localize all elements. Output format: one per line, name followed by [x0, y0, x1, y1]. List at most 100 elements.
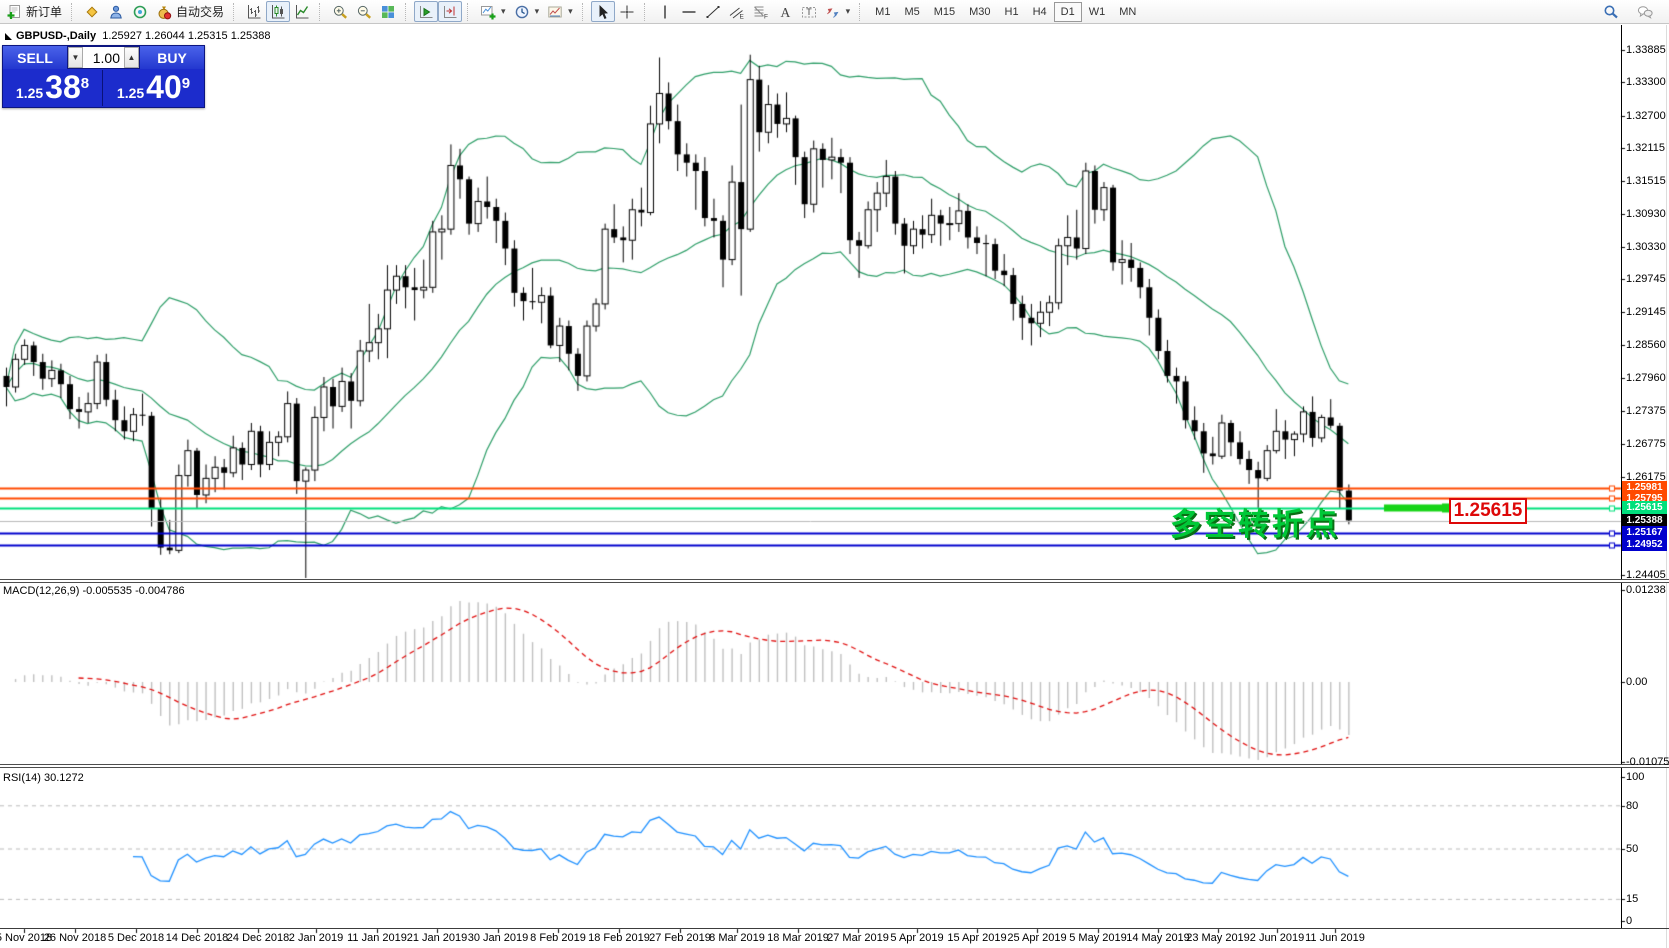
- horizontal-line-button[interactable]: [677, 1, 701, 22]
- timeframe-h4-button[interactable]: H4: [1026, 2, 1054, 22]
- toolbar-separator: [859, 2, 864, 21]
- text-icon: A: [780, 5, 790, 20]
- indicators-button[interactable]: ▾: [476, 1, 510, 22]
- arrows-icon: [826, 7, 839, 18]
- toolbar-group-1: 自动交易: [80, 0, 228, 24]
- chart-close-value: 1.25388: [230, 30, 271, 42]
- bar-chart-button[interactable]: [242, 1, 266, 22]
- indicators-dropdown-arrow[interactable]: ▾: [501, 6, 506, 16]
- chart-title: GBPUSD-,Daily 1.25927 1.26044 1.25315 1.…: [16, 30, 270, 42]
- vertical-line-button[interactable]: [653, 1, 677, 22]
- price-axis-tick-label: 1.29145: [1626, 306, 1666, 319]
- rsi-axis-tick-label: 50: [1626, 843, 1639, 855]
- charts-button[interactable]: [80, 1, 104, 22]
- chart-context-icon[interactable]: [5, 33, 12, 40]
- new-order-button[interactable]: 新订单: [2, 1, 66, 22]
- chat-button[interactable]: [1633, 1, 1657, 22]
- volume-decrease-button[interactable]: ▼: [68, 47, 83, 68]
- buy-button[interactable]: BUY: [140, 46, 204, 69]
- trendline-button[interactable]: [701, 1, 725, 22]
- timeframe-m30-button[interactable]: M30: [962, 2, 997, 22]
- zoom-in-button[interactable]: [328, 1, 352, 22]
- autotrading-button[interactable]: 自动交易: [152, 1, 228, 22]
- sell-price-display[interactable]: 1.25 38 8: [3, 70, 103, 106]
- toolbar-group-5: ▾ ▾ ▾: [476, 0, 577, 24]
- one-click-trading-panel: SELL ▼ ▲ BUY 1.25 38 8 1.25 40 9: [2, 45, 205, 108]
- periods-dropdown-arrow[interactable]: ▾: [534, 6, 540, 16]
- chart-annotation-text[interactable]: 多空转折点: [1170, 507, 1340, 542]
- sell-button[interactable]: SELL: [3, 46, 67, 69]
- price-level-badge: 1.25388: [1622, 514, 1667, 528]
- volume-increase-button[interactable]: ▲: [124, 47, 139, 68]
- equidistant-channel-button[interactable]: E: [725, 1, 749, 22]
- templates-dropdown-arrow[interactable]: ▾: [568, 6, 573, 16]
- text-label-button[interactable]: T: [797, 1, 821, 22]
- autotrading-icon: [158, 6, 172, 19]
- rsi-value: 30.1272: [43, 772, 84, 784]
- price-axis-tick-label: 1.33885: [1626, 43, 1666, 56]
- rsi-indicator-label: RSI(14) 30.1272: [3, 772, 84, 784]
- zoom-out-button[interactable]: [352, 1, 376, 22]
- arrows-dropdown-arrow[interactable]: ▾: [845, 6, 851, 16]
- date-axis-label: 15 Apr 2019: [947, 932, 1007, 944]
- search-button[interactable]: [1599, 1, 1623, 22]
- templates-button[interactable]: ▾: [543, 1, 577, 22]
- svg-text:E: E: [739, 13, 744, 20]
- timeframe-m1-button[interactable]: M1: [868, 2, 897, 22]
- price-axis-tick-label: 1.29745: [1626, 273, 1666, 286]
- toolbar-group-7: E F A T ▾: [653, 0, 855, 24]
- rsi-axis-tick-label: 100: [1626, 771, 1645, 783]
- date-axis-label: 14 Dec 2018: [165, 932, 229, 944]
- svg-text:T: T: [806, 7, 812, 17]
- timeframe-m5-button[interactable]: M5: [897, 2, 926, 22]
- terminal-button[interactable]: [128, 1, 152, 22]
- date-axis-label: 8 Feb 2019: [530, 932, 586, 944]
- buy-price-display[interactable]: 1.25 40 9: [103, 70, 204, 106]
- periods-button[interactable]: ▾: [510, 1, 544, 22]
- arrows-button[interactable]: ▾: [821, 1, 855, 22]
- toolbar-separator: [581, 2, 587, 21]
- navigator-icon: [110, 5, 122, 18]
- timeframe-m15-button[interactable]: M15: [927, 2, 962, 22]
- date-axis-label: 26 Nov 2018: [43, 932, 107, 944]
- macd-indicator-label: MACD(12,26,9) -0.005535 -0.004786: [3, 585, 185, 597]
- timeframe-h1-button[interactable]: H1: [998, 2, 1026, 22]
- price-axis-tick-label: 1.30330: [1626, 240, 1666, 253]
- volume-spinner: ▼ ▲: [67, 46, 140, 69]
- date-axis-label: 27 Feb 2019: [649, 932, 711, 944]
- chart-shift-button[interactable]: [438, 1, 463, 22]
- navigator-button[interactable]: [104, 1, 128, 22]
- price-axis-tick-label: 1.26175: [1626, 470, 1666, 483]
- timeframe-group: M1 M5 M15 M30 H1 H4 D1 W1 MN: [868, 0, 1143, 24]
- autoscroll-button[interactable]: [414, 1, 439, 22]
- buy-price-big: 40: [146, 69, 182, 105]
- date-axis-label: 2 Jan 2019: [288, 932, 344, 944]
- price-axis-tick-label: 1.28560: [1626, 338, 1666, 351]
- text-button[interactable]: A: [773, 1, 797, 22]
- chart-shift-icon: [444, 5, 457, 18]
- price-axis-tick-label: 1.30930: [1626, 207, 1666, 220]
- rsi-window-separator[interactable]: [0, 764, 1669, 768]
- macd-window-separator[interactable]: [0, 579, 1669, 583]
- candlestick-button[interactable]: [266, 1, 291, 22]
- zoom-out-icon: [357, 5, 372, 19]
- timeframe-w1-button[interactable]: W1: [1082, 2, 1113, 22]
- price-axis-tick-label: 1.33300: [1626, 76, 1666, 89]
- price-callout-box[interactable]: 1.25615: [1449, 498, 1527, 524]
- cursor-button[interactable]: [590, 1, 615, 22]
- crosshair-button[interactable]: [615, 1, 639, 22]
- date-axis-label: 24 Dec 2018: [226, 932, 290, 944]
- buy-price-prefix: 1.25: [116, 85, 145, 101]
- crosshair-icon: [620, 5, 634, 18]
- macd-title: MACD(12,26,9): [3, 585, 80, 597]
- line-chart-button[interactable]: [290, 1, 314, 22]
- volume-input[interactable]: [83, 49, 124, 66]
- timeframe-d1-button[interactable]: D1: [1053, 1, 1082, 22]
- timeframe-mn-button[interactable]: MN: [1112, 2, 1143, 22]
- macd-axis-tick-label: 0.01238: [1626, 584, 1666, 597]
- tile-windows-button[interactable]: [376, 1, 400, 22]
- price-axis-tick-label: 1.31515: [1626, 175, 1666, 188]
- fibonacci-button[interactable]: F: [749, 1, 773, 22]
